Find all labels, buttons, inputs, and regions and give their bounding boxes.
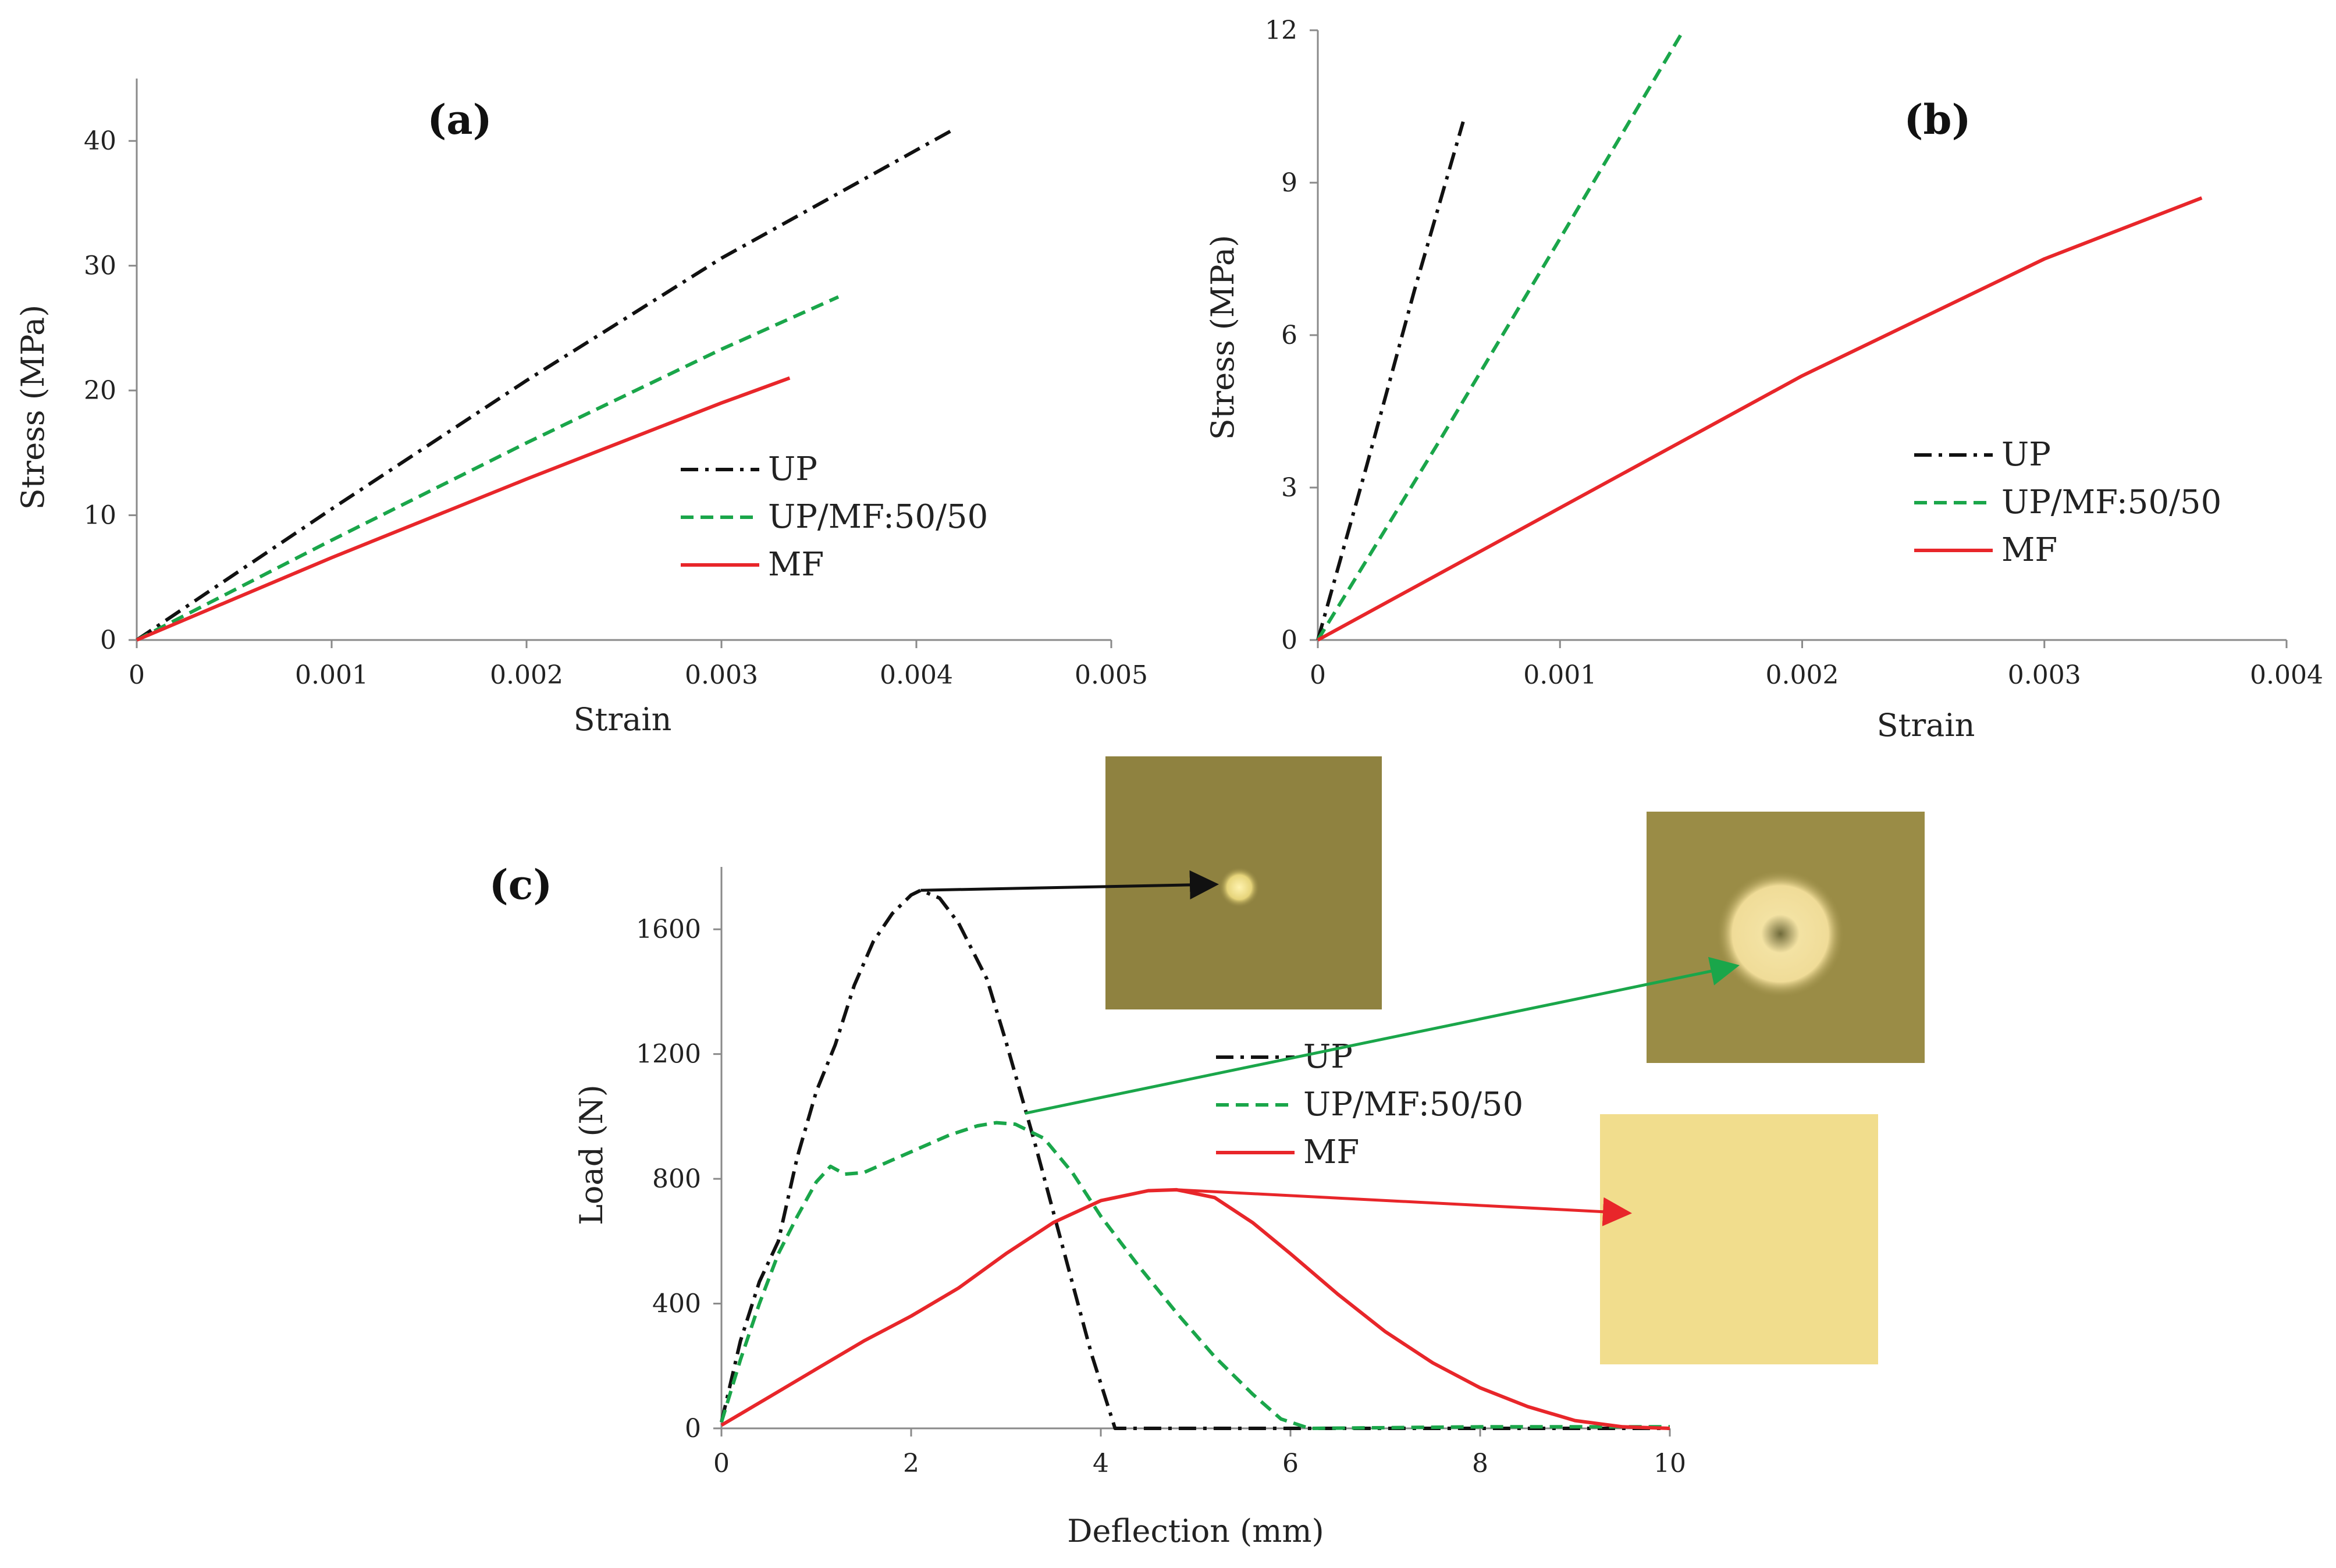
inset-pointer-arrow [920,870,1219,899]
x-tick-label: 0 [1310,660,1326,690]
inset-pointer-arrow [1025,957,1740,1115]
y-axis-title: Stress (MPa) [1204,235,1241,440]
legend-label: UP/MF:50/50 [768,498,988,536]
impact-damage-spot [1219,867,1260,908]
x-tick-label: 8 [1472,1449,1488,1478]
x-tick-label: 0.003 [685,660,758,690]
x-tick-label: 0 [713,1449,730,1478]
y-tick-label: 0 [100,625,116,655]
x-tick-label: 0.001 [1523,660,1597,690]
y-tick-label: 30 [84,251,116,281]
x-tick-label: 6 [1282,1449,1299,1478]
panel-a-chart: 0 0.001 0.002 0.003 0.004 0.005 0 10 20 30 40 Strai… [15,79,1148,738]
y-axis-title: Stress (MPa) [15,305,51,510]
y-axis-title: Load (N) [573,1085,610,1225]
series-line-1 [1316,121,1465,641]
y-tick-label: 0 [1281,625,1297,655]
y-tick-label: 10 [84,501,116,531]
y-tick-label: 40 [84,126,116,156]
x-tick-label: 10 [1654,1449,1686,1478]
x-tick-label: 0.003 [2008,660,2081,690]
y-tick-label: 0 [685,1414,701,1443]
x-tick-label: 0.002 [1766,660,1839,690]
series-line-1 [136,127,957,642]
series-line-1 [720,888,1670,1430]
x-axis-title: Strain [574,701,672,738]
legend-label: UP/MF:50/50 [2001,483,2221,521]
series-line-2 [1316,29,1686,641]
x-tick-label: 0.001 [295,660,368,690]
series-line-2 [136,295,840,642]
y-tick-label: 6 [1281,321,1297,350]
y-tick-label: 20 [84,376,116,406]
legend-label: MF [1303,1133,1359,1171]
specimen-photo-inset [1600,1114,1878,1364]
legend-label: UP/MF:50/50 [1303,1086,1523,1123]
impact-damage-spot [1716,870,1844,998]
x-tick-label: 0.004 [2250,660,2323,690]
y-tick-label: 1600 [636,915,701,944]
panel-c-chart: 0 2 4 6 8 10 0 400 800 1200 1600 Deflection (mm) Loa… [489,756,1925,1549]
x-tick-label: 2 [903,1449,919,1478]
y-tick-label: 800 [652,1164,701,1194]
series-line-3 [1317,196,2203,642]
legend-label: UP [2001,436,2051,474]
panel-b-chart: 0 0.001 0.002 0.003 0.004 0 3 6 9 12 Strain Stress … [1204,16,2323,744]
x-tick-label: 0.005 [1075,660,1148,690]
panel-label: (c) [489,861,553,909]
legend-label: MF [2001,531,2057,569]
x-axis-title: Deflection (mm) [1067,1513,1324,1549]
x-tick-label: 0.004 [880,660,953,690]
series-line-3 [136,376,791,642]
legend-label: UP [1303,1038,1353,1076]
x-tick-label: 0.002 [490,660,563,690]
series-line-2 [720,1121,1670,1430]
legend-label: UP [768,450,817,488]
legend-label: MF [768,546,824,584]
series-line-3 [720,1187,1670,1430]
x-axis-title: Strain [1877,707,1975,744]
panel-label: (b) [1904,95,1971,144]
y-tick-label: 400 [652,1289,701,1319]
y-tick-label: 3 [1281,473,1297,503]
y-tick-label: 1200 [636,1040,701,1069]
x-tick-label: 0 [129,660,145,690]
y-tick-label: 9 [1281,168,1297,198]
x-tick-label: 4 [1093,1449,1109,1478]
inset-pointer-arrow [1176,1188,1632,1226]
panel-label: (a) [427,95,492,144]
y-tick-label: 12 [1265,16,1297,45]
